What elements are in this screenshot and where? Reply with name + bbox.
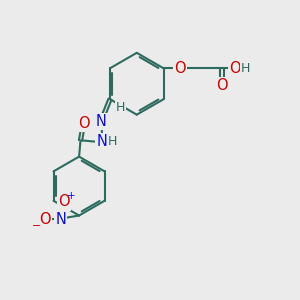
- Text: N: N: [56, 212, 66, 226]
- Text: H: H: [116, 101, 125, 114]
- Text: N: N: [97, 134, 107, 149]
- Text: −: −: [32, 220, 41, 230]
- Text: O: O: [216, 78, 228, 93]
- Text: O: O: [78, 116, 89, 131]
- Text: O: O: [39, 212, 50, 226]
- Text: H: H: [241, 62, 250, 75]
- Text: +: +: [67, 191, 75, 201]
- Text: N: N: [96, 114, 106, 129]
- Text: O: O: [229, 61, 241, 76]
- Text: H: H: [108, 135, 117, 148]
- Text: O: O: [174, 61, 185, 76]
- Text: O: O: [58, 194, 70, 209]
